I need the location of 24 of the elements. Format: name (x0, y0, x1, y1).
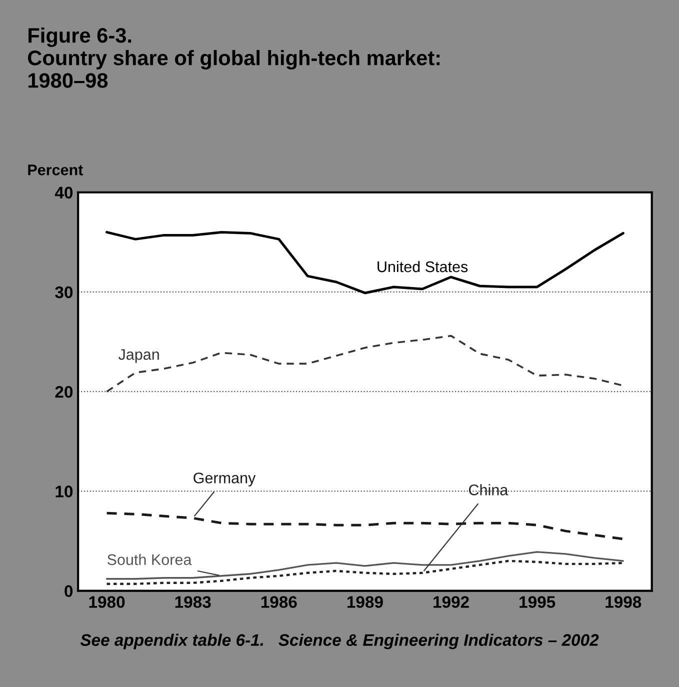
text: Germany (194, 472, 256, 486)
y-tick-label: 30 (55, 286, 73, 298)
line-series (106, 512, 624, 540)
line-series (106, 334, 624, 392)
y-tick-label: 10 (56, 486, 73, 498)
series-label: United States (378, 260, 468, 272)
y-tick-label: 0 (64, 585, 73, 598)
y-axis-title: Percent (28, 164, 84, 176)
x-tick-label: 1998 (606, 596, 642, 608)
series-label: South Korea (107, 554, 192, 566)
line-series (106, 551, 624, 580)
text: See appendix table 6-1. Science & Engineering Indicators – 2002 (80, 634, 599, 650)
line-series (106, 230, 624, 294)
x-tick-label: 1980 (89, 596, 125, 608)
x-tick-label: 1986 (261, 596, 297, 608)
x-tick-label: 1995 (520, 596, 556, 608)
chart-title: Figure 6-3. Country share of global high-tech market: 1980–98 (28, 27, 440, 88)
y-tick-label: 40 (54, 186, 73, 199)
series-label: Japan (118, 349, 159, 363)
y-tick-label: 20 (55, 386, 73, 398)
x-tick-label: 1983 (175, 596, 211, 608)
x-tick-label: 1989 (347, 596, 383, 608)
x-tick-label: 1992 (434, 596, 469, 608)
text: China (469, 484, 508, 496)
